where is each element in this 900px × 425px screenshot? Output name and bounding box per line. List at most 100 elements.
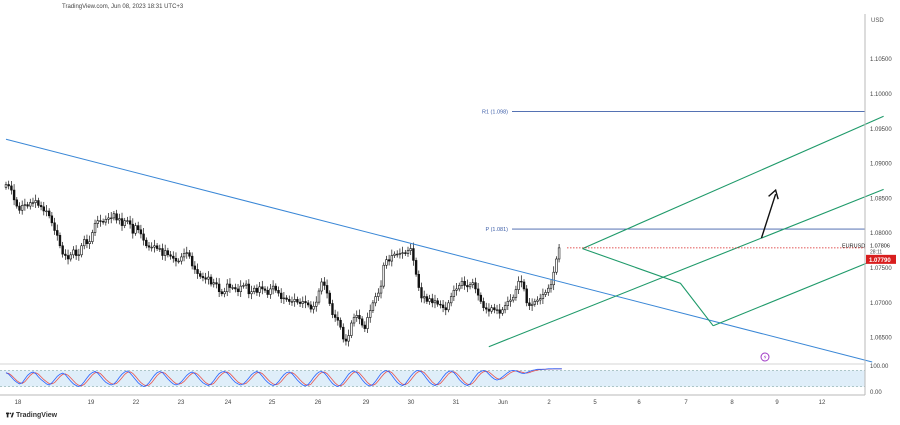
candle-body — [355, 315, 358, 318]
candle — [509, 294, 512, 307]
candle — [142, 228, 145, 246]
candle-body — [520, 280, 523, 283]
candle — [358, 309, 361, 325]
candle-body — [77, 254, 81, 256]
price-tick-label: 1.08000 — [870, 231, 892, 237]
candle-body — [474, 282, 477, 290]
candle — [482, 297, 485, 312]
candle-body — [172, 255, 175, 259]
price-tick-label: 1.10000 — [870, 92, 892, 98]
candle-body — [45, 210, 48, 213]
candle-body — [199, 273, 202, 277]
level-label: R1 (1.098) — [482, 109, 508, 115]
candle-body — [158, 248, 161, 250]
candle — [61, 241, 64, 258]
candle — [83, 235, 86, 250]
candle-body — [420, 287, 423, 299]
candle — [261, 280, 264, 295]
projection-arrow-head — [768, 188, 779, 200]
candle — [231, 284, 234, 291]
candle-body — [439, 303, 442, 306]
candle-body — [228, 283, 232, 288]
time-tick-label: 5 — [593, 400, 597, 406]
candle-body — [242, 285, 245, 287]
candle — [69, 252, 72, 262]
candle-body — [428, 298, 431, 302]
candle — [258, 281, 261, 297]
candle-body — [517, 280, 520, 290]
candle — [274, 283, 277, 293]
candle-body — [185, 252, 188, 254]
candle — [530, 298, 534, 311]
candle-body — [34, 200, 37, 203]
candle-body — [396, 253, 399, 256]
candle-body — [482, 301, 485, 309]
candle-body — [101, 221, 105, 223]
candle — [441, 300, 445, 313]
drawings: R1 (1.098) P (1.081) — [5, 109, 884, 363]
candle-body — [431, 298, 434, 304]
candle-body — [390, 255, 394, 262]
candle-body — [366, 317, 369, 329]
candle-body — [501, 309, 504, 314]
time-tick-label: 30 — [408, 400, 415, 406]
candle-body — [212, 282, 215, 285]
candle — [390, 249, 394, 267]
candle-body — [347, 335, 350, 342]
candle — [72, 246, 75, 259]
candle-body — [277, 290, 280, 294]
candle — [414, 257, 418, 277]
candle-body — [188, 252, 191, 257]
candle — [263, 286, 267, 293]
candle-body — [530, 303, 534, 306]
candle-body — [290, 301, 294, 303]
candle — [460, 277, 464, 289]
candle — [476, 283, 480, 301]
tradingview-logo-icon — [6, 412, 14, 418]
candle-body — [350, 322, 353, 336]
channel-bottom-line — [712, 255, 884, 327]
candle — [163, 244, 167, 261]
candle-body — [177, 260, 180, 263]
candle — [155, 242, 159, 252]
candle-body — [215, 282, 218, 285]
candle — [350, 320, 353, 339]
candle — [449, 292, 453, 307]
candle — [433, 294, 437, 309]
candle — [552, 266, 555, 291]
oscillator-top-label: 100.00 — [870, 364, 889, 370]
candle-body — [304, 301, 307, 304]
candle-body — [96, 220, 99, 224]
candle — [506, 296, 510, 311]
candle-body — [323, 281, 326, 286]
oscillator-band — [0, 370, 865, 387]
candle-body — [490, 307, 493, 312]
candle-body — [309, 304, 313, 310]
candle-body — [112, 213, 116, 219]
candle-body — [163, 250, 167, 256]
candle-body — [223, 291, 226, 295]
candle — [342, 323, 345, 343]
candle — [23, 198, 27, 211]
candle-body — [328, 292, 331, 304]
candle-body — [39, 205, 43, 208]
candle — [323, 277, 326, 290]
price-tick-label: 1.09000 — [870, 162, 892, 168]
candle-body — [244, 283, 248, 286]
candle — [242, 282, 245, 289]
candle-body — [487, 308, 491, 312]
candle — [285, 295, 288, 302]
candle-body — [153, 245, 156, 248]
candle — [250, 285, 253, 300]
candle-body — [498, 309, 501, 314]
candle — [436, 297, 439, 307]
candle — [277, 286, 280, 297]
candle-body — [83, 239, 86, 247]
time-tick-label: 22 — [133, 400, 140, 406]
time-tick-label: 25 — [269, 400, 276, 406]
candle — [247, 279, 251, 299]
candle-body — [217, 283, 221, 293]
candle — [444, 301, 447, 316]
